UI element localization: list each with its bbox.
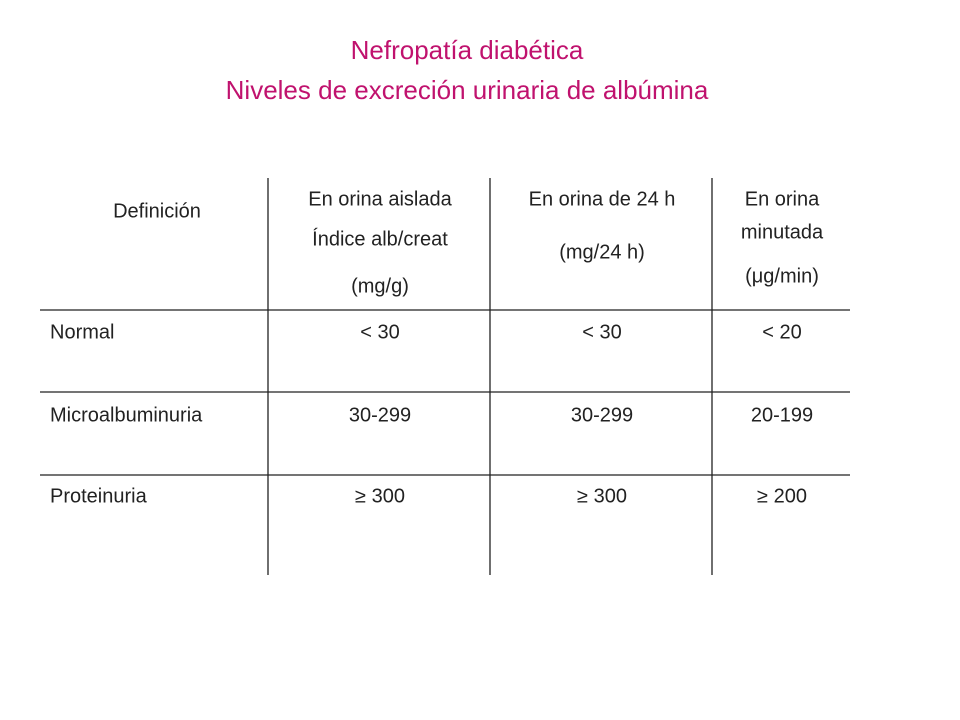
row-label: Normal bbox=[50, 321, 114, 343]
cell-value: 20-199 bbox=[751, 404, 813, 426]
header-text: (μg/min) bbox=[745, 265, 819, 287]
cell-value: 30-299 bbox=[349, 404, 411, 426]
header-text: En orina bbox=[745, 188, 820, 210]
header-text: minutada bbox=[741, 221, 824, 243]
header-text: Índice alb/creat bbox=[312, 227, 448, 250]
cell-value: ≥ 200 bbox=[757, 485, 807, 507]
cell-value: 30-299 bbox=[571, 404, 633, 426]
row-label: Microalbuminuria bbox=[50, 404, 203, 426]
cell-value: ≥ 300 bbox=[577, 485, 627, 507]
header-text: En orina de 24 h bbox=[529, 188, 676, 210]
title-line: Niveles de excreción urinaria de albúmin… bbox=[226, 75, 709, 105]
title-line: Nefropatía diabética bbox=[351, 35, 584, 65]
header-text: (mg/24 h) bbox=[559, 241, 645, 263]
cell-value: < 30 bbox=[582, 321, 621, 343]
header-text: En orina aislada bbox=[308, 188, 452, 210]
cell-value: < 30 bbox=[360, 321, 399, 343]
cell-value: ≥ 300 bbox=[355, 485, 405, 507]
row-label: Proteinuria bbox=[50, 485, 148, 507]
header-text: Definición bbox=[113, 200, 201, 222]
cell-value: < 20 bbox=[762, 321, 801, 343]
header-text: (mg/g) bbox=[351, 275, 409, 297]
